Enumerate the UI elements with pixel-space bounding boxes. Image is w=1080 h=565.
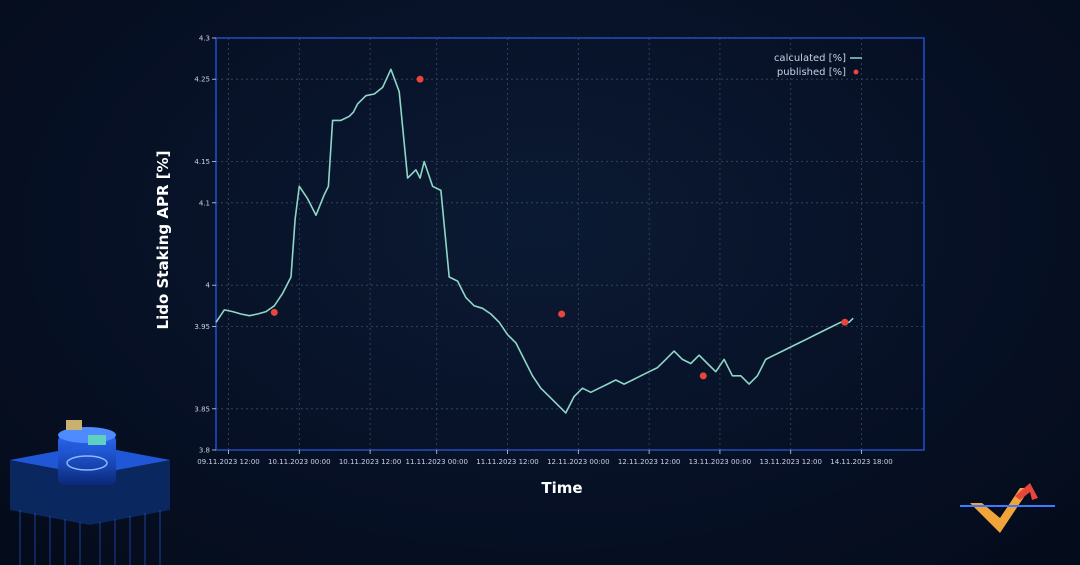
series-layer xyxy=(215,68,854,414)
x-tick-label: 13.11.2023 12:00 xyxy=(759,458,821,466)
legend-label-published: published [%] xyxy=(777,67,846,78)
grid-lines xyxy=(212,37,924,454)
server-stack-illustration xyxy=(10,420,170,565)
published-point xyxy=(699,372,707,380)
x-tick-label: 10.11.2023 12:00 xyxy=(339,458,401,466)
legend: calculated [%] published [%] xyxy=(774,53,862,78)
plot-area xyxy=(215,37,925,451)
legend-label-calculated: calculated [%] xyxy=(774,53,846,64)
x-tick-label: 12.11.2023 00:00 xyxy=(547,458,609,466)
published-point xyxy=(841,318,849,326)
legend-swatch-published xyxy=(853,69,859,75)
y-tick-label: 3.8 xyxy=(199,447,210,455)
y-tick-label: 3.85 xyxy=(194,405,210,413)
x-axis-title: Time xyxy=(541,479,582,497)
y-tick-label: 4 xyxy=(206,282,211,290)
x-tick-label: 12.11.2023 12:00 xyxy=(618,458,680,466)
x-tick-label: 10.11.2023 00:00 xyxy=(268,458,330,466)
y-tick-label: 4.3 xyxy=(199,35,210,43)
x-tick-label: 14.11.2023 18:00 xyxy=(830,458,892,466)
x-tick-label: 11.11.2023 00:00 xyxy=(405,458,467,466)
x-tick-labels: 09.11.2023 12:00 10.11.2023 00:00 10.11.20… xyxy=(197,458,893,466)
x-tick-label: 09.11.2023 12:00 xyxy=(197,458,259,466)
published-point xyxy=(416,75,424,83)
published-point xyxy=(270,308,278,316)
y-tick-label: 4.15 xyxy=(194,158,210,166)
y-axis-title: Lido Staking APR [%] xyxy=(154,151,172,330)
x-tick-label: 11.11.2023 12:00 xyxy=(476,458,538,466)
y-tick-label: 3.95 xyxy=(194,323,210,331)
published-point xyxy=(558,310,566,318)
y-tick-label: 4.25 xyxy=(194,76,210,84)
y-tick-label: 4.1 xyxy=(199,199,210,207)
y-tick-labels: 3.8 3.85 3.95 4 4.1 4.15 4.25 4.3 xyxy=(194,35,210,455)
brand-logo xyxy=(960,483,1055,533)
series-line-calculated xyxy=(215,68,854,414)
x-tick-label: 13.11.2023 00:00 xyxy=(689,458,751,466)
